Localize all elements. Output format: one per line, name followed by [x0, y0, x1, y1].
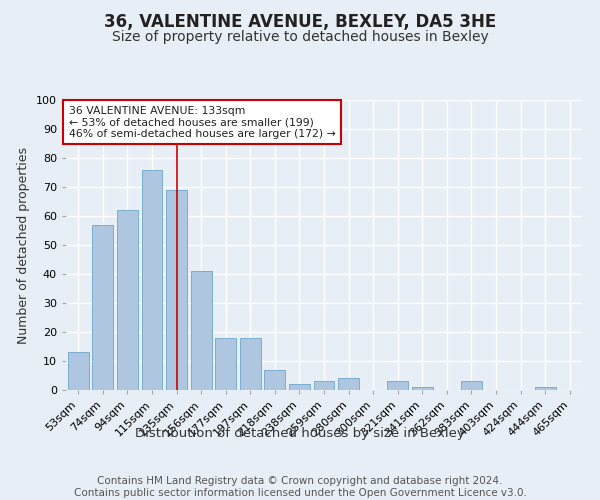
Bar [215, 338, 236, 390]
Text: Contains HM Land Registry data © Crown copyright and database right 2024.
Contai: Contains HM Land Registry data © Crown c… [74, 476, 526, 498]
Text: Distribution of detached houses by size in Bexley: Distribution of detached houses by size … [135, 428, 465, 440]
Bar [314, 382, 334, 390]
Bar [461, 382, 482, 390]
Bar [117, 210, 138, 390]
Bar [535, 387, 556, 390]
Bar [166, 190, 187, 390]
Bar [387, 382, 408, 390]
Bar [412, 387, 433, 390]
Bar [191, 271, 212, 390]
Text: 36, VALENTINE AVENUE, BEXLEY, DA5 3HE: 36, VALENTINE AVENUE, BEXLEY, DA5 3HE [104, 12, 496, 30]
Bar [142, 170, 163, 390]
Bar [240, 338, 261, 390]
Bar [289, 384, 310, 390]
Bar [265, 370, 286, 390]
Bar [92, 224, 113, 390]
Text: Size of property relative to detached houses in Bexley: Size of property relative to detached ho… [112, 30, 488, 44]
Bar [338, 378, 359, 390]
Bar [68, 352, 89, 390]
Y-axis label: Number of detached properties: Number of detached properties [17, 146, 31, 344]
Text: 36 VALENTINE AVENUE: 133sqm
← 53% of detached houses are smaller (199)
46% of se: 36 VALENTINE AVENUE: 133sqm ← 53% of det… [68, 106, 335, 139]
